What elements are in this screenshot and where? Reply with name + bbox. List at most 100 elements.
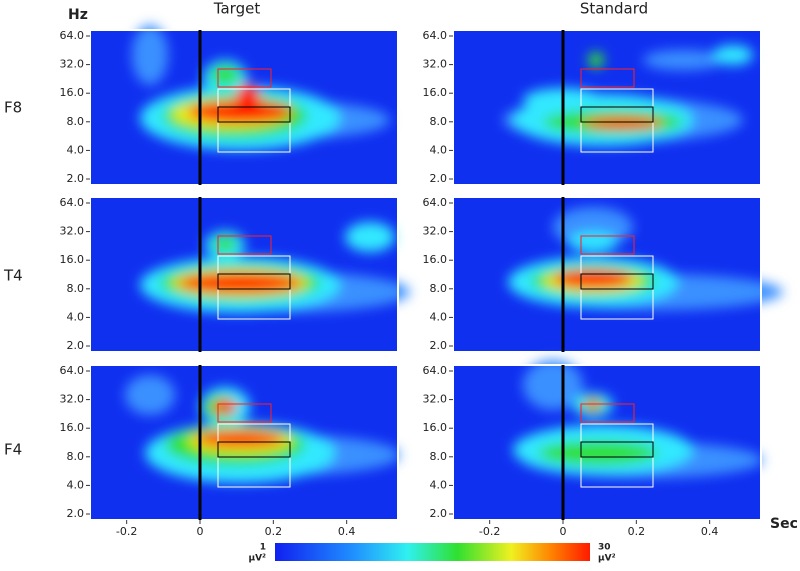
y-tick-label: 2.0 [67, 507, 85, 520]
y-tick-label: 64.0 [60, 29, 85, 42]
y-tick-label: 2.0 [67, 172, 85, 185]
tf-panel: 64.0 32.0 16.0 8.0 4.0 2.0 -0.2 0 0.2 0.4 [423, 360, 763, 538]
y-tick-label: 16.0 [60, 253, 85, 266]
heat-blob [586, 400, 600, 410]
y-tick-label: 2.0 [430, 507, 448, 520]
y-tick-label: 4.0 [430, 143, 448, 156]
y-tick-label: 16.0 [423, 253, 448, 266]
x-tick-label: 0.2 [265, 525, 283, 538]
y-tick-label: 8.0 [430, 115, 448, 128]
colorbar [275, 543, 590, 561]
row-label: F8 [4, 99, 22, 117]
heat-blob [210, 65, 240, 85]
heat-blob [713, 45, 753, 65]
y-tick-label: 4.0 [67, 143, 85, 156]
panel-frame [452, 196, 762, 353]
y-tick-label: 8.0 [430, 282, 448, 295]
panel-frame [452, 364, 762, 521]
y-tick-label: 2.0 [430, 339, 448, 352]
panel-frame [89, 196, 399, 353]
colorbar-max: 30 [598, 543, 611, 553]
y-tick-label: 32.0 [423, 58, 448, 71]
heat-blob [643, 50, 723, 70]
y-tick-label: 4.0 [430, 478, 448, 491]
x-tick-label: 0.4 [338, 525, 356, 538]
window-box [580, 403, 635, 423]
tf-panel: 64.0 32.0 16.0 8.0 4.0 2.0 [60, 196, 410, 353]
y-tick-label: 32.0 [423, 225, 448, 238]
colorbar-min: 1 [260, 543, 266, 553]
y-tick-label: 16.0 [423, 421, 448, 434]
y-tick-label: 64.0 [423, 364, 448, 377]
window-box [580, 68, 635, 88]
tf-panel: 64.0 32.0 16.0 8.0 4.0 2.0 -0.2 0 0.2 0.4 [60, 364, 400, 538]
panel-frame [452, 29, 762, 186]
x-tick-label: -0.2 [479, 525, 500, 538]
y-axis-label: Hz [68, 7, 88, 23]
y-tick-label: 8.0 [430, 450, 448, 463]
column-title: Standard [580, 0, 648, 18]
y-tick-label: 64.0 [423, 196, 448, 209]
y-tick-label: 32.0 [60, 225, 85, 238]
heat-blobs [513, 360, 763, 478]
y-tick-label: 16.0 [423, 86, 448, 99]
y-tick-label: 64.0 [60, 364, 85, 377]
y-tick-label: 8.0 [67, 450, 85, 463]
window-box [580, 273, 654, 290]
y-tick-label: 32.0 [423, 393, 448, 406]
y-tick-label: 8.0 [67, 115, 85, 128]
x-axis-label: Sec [770, 516, 798, 532]
tf-panel: 64.0 32.0 16.0 8.0 4.0 2.0 [423, 196, 783, 353]
heat-blob [568, 232, 618, 252]
y-tick-label: 64.0 [60, 196, 85, 209]
colorbar-unit: µV² [248, 554, 266, 564]
column-title: Target [213, 0, 261, 18]
window-box [217, 441, 291, 458]
window-box [217, 403, 272, 423]
heat-blob [178, 273, 302, 293]
heat-blob [523, 360, 583, 410]
window-box [217, 68, 272, 88]
heat-blob [236, 84, 260, 112]
heat-blob [583, 117, 663, 129]
panel-frame [89, 364, 399, 521]
x-tick-label: 0.4 [701, 525, 719, 538]
x-tick-label: -0.2 [116, 525, 137, 538]
heat-blob [345, 222, 395, 252]
y-tick-label: 4.0 [67, 478, 85, 491]
window-box [580, 235, 635, 255]
y-tick-label: 4.0 [430, 310, 448, 323]
window-box [580, 441, 654, 458]
window-box [217, 273, 291, 290]
heat-blob [538, 441, 658, 465]
window-box [217, 106, 291, 123]
y-tick-label: 4.0 [67, 310, 85, 323]
heat-blob [553, 270, 633, 288]
panel-frame [89, 29, 399, 186]
row-label: T4 [3, 267, 23, 285]
colorbar-unit: µV² [598, 554, 616, 564]
y-tick-label: 2.0 [430, 172, 448, 185]
x-tick-label: 0 [560, 525, 567, 538]
y-tick-label: 16.0 [60, 86, 85, 99]
tf-panel: 64.0 32.0 16.0 8.0 4.0 2.0 [423, 29, 762, 186]
y-tick-label: 16.0 [60, 421, 85, 434]
x-tick-label: 0.2 [628, 525, 646, 538]
x-tick-label: 0 [197, 525, 204, 538]
heat-blob [213, 236, 237, 252]
heat-blob [588, 52, 604, 68]
window-box [217, 235, 272, 255]
y-tick-label: 32.0 [60, 58, 85, 71]
y-tick-label: 64.0 [423, 29, 448, 42]
heat-blob [195, 431, 285, 447]
heat-blob [213, 400, 237, 414]
heat-blob [132, 25, 168, 85]
y-tick-label: 8.0 [67, 282, 85, 295]
row-label: F4 [4, 441, 22, 459]
y-tick-label: 2.0 [67, 339, 85, 352]
y-tick-label: 32.0 [60, 393, 85, 406]
window-box [580, 106, 654, 123]
heat-blob [125, 375, 175, 415]
tf-panel: 64.0 32.0 16.0 8.0 4.0 2.0 [60, 25, 399, 186]
